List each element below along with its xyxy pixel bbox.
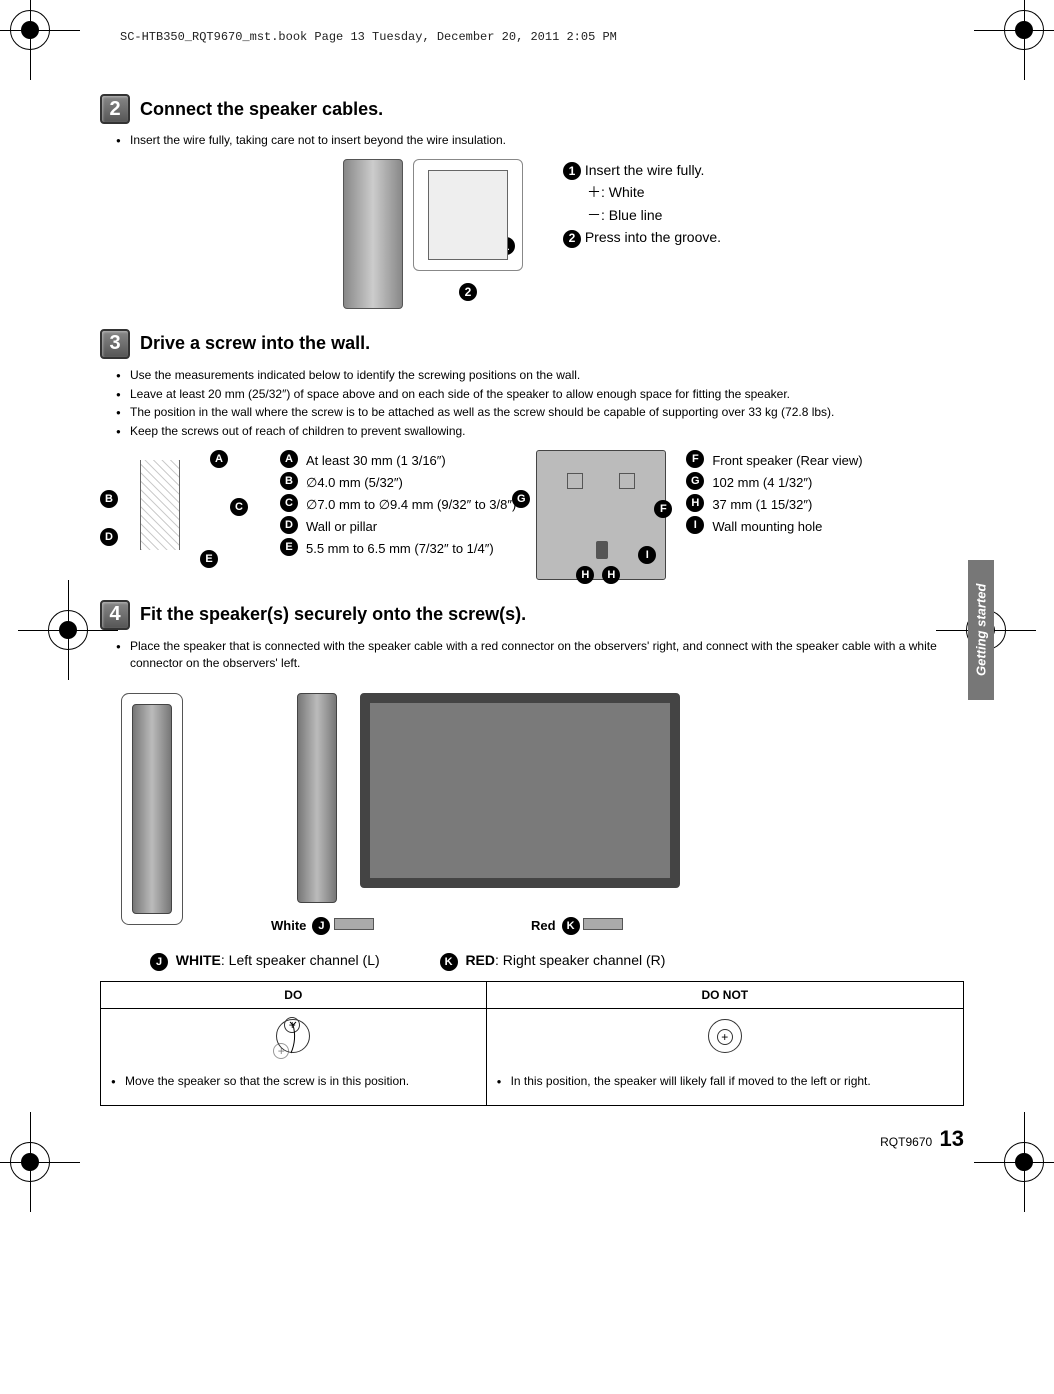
step-2-bullet: Insert the wire fully, taking care not t… xyxy=(130,132,964,149)
callout-2-icon: 2 xyxy=(459,283,477,301)
page-number: 13 xyxy=(940,1126,964,1151)
measurements-right: FFront speaker (Rear view) G102 mm (4 1/… xyxy=(686,450,862,538)
page-footer: RQT9670 13 xyxy=(100,1126,964,1152)
step-2: 2 Connect the speaker cables. Insert the… xyxy=(100,94,964,309)
keyhole-correct-icon: + + xyxy=(275,1019,311,1065)
meas-h: 37 mm (1 15/32″) xyxy=(712,494,862,516)
meas-g: 102 mm (4 1/32″) xyxy=(712,472,862,494)
keyhole-wrong-icon: + xyxy=(707,1019,743,1065)
do-donot-table: DO DO NOT + + Move the speaker so that t… xyxy=(100,981,964,1107)
meas-d: Wall or pillar xyxy=(306,516,516,538)
wall-screw-diagram: A B C D E xyxy=(100,450,260,570)
donot-header: DO NOT xyxy=(486,981,963,1008)
meas-b: ∅4.0 mm (5/32″) xyxy=(306,472,516,494)
do-text: Move the speaker so that the screw is in… xyxy=(125,1073,476,1090)
speaker-rear-diagram: G F I H H xyxy=(536,450,666,580)
meas-f: Front speaker (Rear view) xyxy=(712,450,862,472)
meas-a: At least 30 mm (1 3/16″) xyxy=(306,450,516,472)
note-white: ＋: White xyxy=(587,181,721,203)
meas-c: ∅7.0 mm to ∅9.4 mm (9/32″ to 3/8″) xyxy=(306,494,516,516)
meas-i: Wall mounting hole xyxy=(712,516,862,538)
measurements-left: AAt least 30 mm (1 3/16″) B∅4.0 mm (5/32… xyxy=(280,450,516,560)
step-4-badge: 4 xyxy=(100,600,130,630)
s3-bullet-1: Use the measurements indicated below to … xyxy=(130,367,964,384)
s3-bullet-2: Leave at least 20 mm (25/32″) of space a… xyxy=(130,386,964,403)
section-tab: Getting started xyxy=(968,560,994,700)
legend-j: : Left speaker channel (L) xyxy=(221,952,380,968)
legend-k: : Right speaker channel (R) xyxy=(495,952,665,968)
white-label: White xyxy=(271,918,306,933)
note-blue: －: Blue line xyxy=(587,204,721,226)
terminal-zoom-box xyxy=(413,159,523,271)
s3-bullet-4: Keep the screws out of reach of children… xyxy=(130,423,964,440)
step-4-title: Fit the speaker(s) securely onto the scr… xyxy=(140,604,526,625)
meas-e: 5.5 mm to 6.5 mm (7/32″ to 1/4″) xyxy=(306,538,516,560)
step-3-title: Drive a screw into the wall. xyxy=(140,333,370,354)
speaker-illustration xyxy=(343,159,403,309)
header-line: SC-HTB350_RQT9670_mst.book Page 13 Tuesd… xyxy=(120,30,964,44)
step-2-badge: 2 xyxy=(100,94,130,124)
doc-code: RQT9670 xyxy=(880,1135,932,1149)
do-header: DO xyxy=(101,981,487,1008)
red-label: Red xyxy=(531,918,556,933)
donot-text: In this position, the speaker will likel… xyxy=(511,1073,953,1090)
red-connector-icon xyxy=(583,918,623,930)
s4-bullet-1: Place the speaker that is connected with… xyxy=(130,638,964,672)
white-connector-icon xyxy=(334,918,374,930)
step-3-badge: 3 xyxy=(100,329,130,359)
step-2-notes: 1 Insert the wire fully. ＋: White －: Blu… xyxy=(563,159,721,249)
mounting-illustration: White J Red K xyxy=(100,682,964,942)
note-insert: Insert the wire fully. xyxy=(585,162,705,178)
step-4: 4 Fit the speaker(s) securely onto the s… xyxy=(100,600,964,1106)
step-2-title: Connect the speaker cables. xyxy=(140,99,383,120)
s3-bullet-3: The position in the wall where the screw… xyxy=(130,404,964,421)
note-press: Press into the groove. xyxy=(585,229,721,245)
step-3: 3 Drive a screw into the wall. Use the m… xyxy=(100,329,964,580)
